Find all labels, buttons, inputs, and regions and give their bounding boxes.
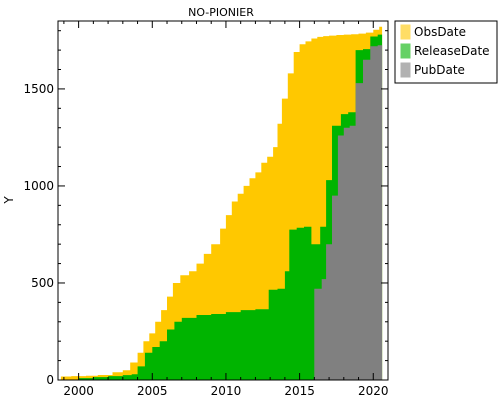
- legend-label-obsdate: ObsDate: [414, 25, 466, 39]
- legend-swatch-obsdate: [400, 24, 411, 40]
- y-tick-label: 0: [46, 373, 54, 387]
- chart-title: NO-PIONIER: [188, 6, 254, 19]
- legend-label-releasedate: ReleaseDate: [414, 44, 490, 58]
- legend-label-pubdate: PubDate: [414, 63, 465, 77]
- plot-frame: [57, 20, 389, 381]
- axes: 2000 2005 2010 2015 2020 0 500 1000 1500: [23, 21, 389, 398]
- legend-swatch-pubdate: [400, 62, 411, 78]
- x-tick-label: 2000: [63, 384, 94, 398]
- y-tick-label: 1000: [23, 179, 54, 193]
- plot-areas: [60, 22, 383, 381]
- x-tick-label: 2005: [137, 384, 168, 398]
- y-tick-label: 500: [31, 276, 54, 290]
- legend-swatch-releasedate: [400, 43, 411, 59]
- y-tick-label: 1500: [23, 82, 54, 96]
- series-area-pubdate: [60, 34, 383, 380]
- legend: ObsDate ReleaseDate PubDate: [400, 24, 490, 78]
- x-tick-label: 2015: [284, 384, 315, 398]
- legend-box: [394, 20, 498, 84]
- series-area-releasedate: [60, 24, 383, 381]
- x-tick-label: 2020: [358, 384, 389, 398]
- y-axis-label: Y: [2, 196, 16, 205]
- x-tick-label: 2010: [211, 384, 242, 398]
